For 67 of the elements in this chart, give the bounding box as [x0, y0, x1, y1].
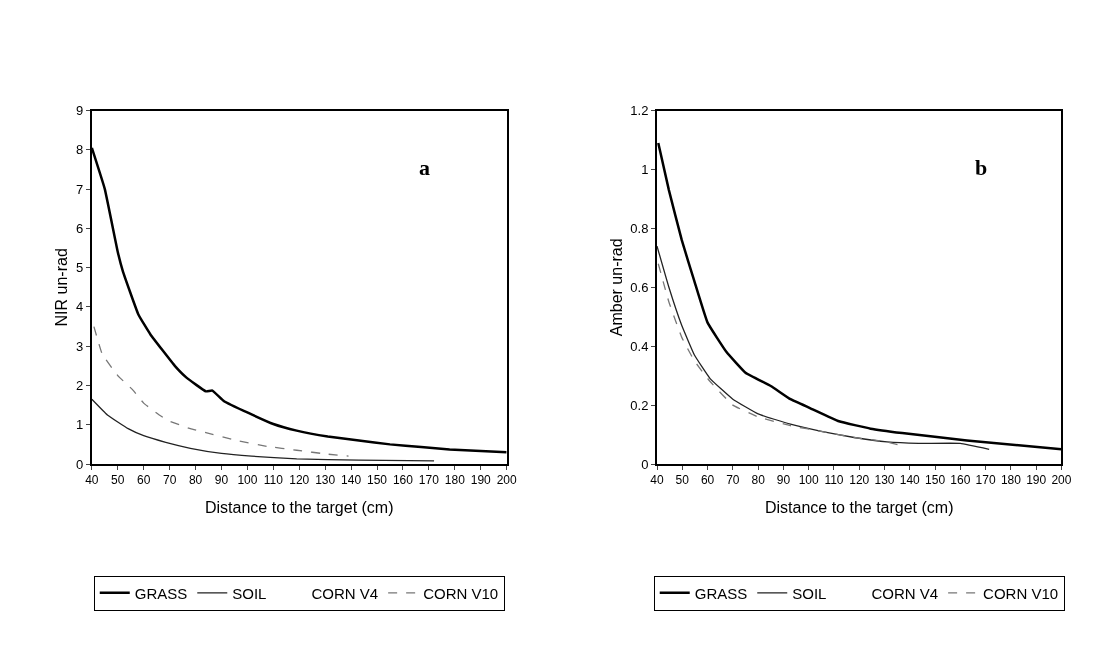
x-tick-label: 110 [824, 473, 844, 488]
legend-label: GRASS [694, 584, 748, 602]
x-tick-label: 130 [874, 473, 895, 488]
x-tick-label: 100 [237, 473, 258, 488]
x-tick-label: 60 [700, 473, 715, 488]
x-tick-label: 130 [315, 473, 336, 488]
x-tick-label: 200 [1051, 473, 1072, 488]
annotation: a [419, 155, 430, 180]
y-tick-label: 8 [76, 142, 84, 158]
legend-label: SOIL [792, 584, 827, 602]
y-tick-label: 5 [76, 260, 84, 276]
y-axis-title: NIR un-rad [53, 248, 71, 327]
x-tick-label: 90 [214, 473, 229, 488]
y-tick-label: 4 [76, 299, 84, 315]
y-tick-label: 1 [76, 417, 84, 433]
x-tick-label: 170 [975, 473, 996, 488]
x-tick-label: 70 [162, 473, 177, 488]
y-tick-label: 2 [76, 378, 84, 394]
x-tick-label: 50 [675, 473, 690, 488]
x-axis-title: Distance to the target (cm) [204, 498, 394, 516]
x-tick-label: 100 [798, 473, 820, 488]
legend-label: SOIL [232, 584, 267, 602]
y-axis-title: Amber un-rad [607, 238, 625, 337]
y-tick-label: 3 [76, 338, 84, 354]
x-tick-label: 160 [950, 473, 971, 488]
x-tick-label: 200 [496, 473, 517, 488]
x-tick-label: 140 [899, 473, 921, 488]
x-tick-label: 190 [1026, 473, 1047, 488]
x-tick-label: 80 [751, 473, 766, 488]
text: CORN V4 [871, 584, 939, 602]
y-tick-label: 0 [641, 456, 649, 472]
y-tick-label: 6 [76, 220, 84, 236]
x-tick-label: 120 [289, 473, 310, 488]
y-tick-label: 0 [76, 456, 84, 472]
annotation: b [975, 155, 988, 180]
x-tick-label: 60 [137, 473, 151, 488]
x-tick-label: 120 [849, 473, 870, 488]
y-tick-label: 0.2 [630, 397, 649, 413]
x-tick-label: 70 [726, 473, 740, 488]
x-tick-label: 40 [85, 473, 99, 488]
legend-label: CORN V10 [423, 584, 499, 602]
x-tick-label: 110 [263, 473, 284, 488]
line-series [91, 398, 435, 462]
x-tick-label: 180 [1000, 473, 1022, 488]
x-tick-label: 170 [418, 473, 440, 488]
y-tick-label: 0.8 [630, 220, 649, 236]
x-tick-label: 50 [111, 473, 125, 488]
y-tick-label: 1 [641, 162, 649, 178]
legend-label: GRASS [134, 584, 188, 602]
y-tick-label: 0.4 [630, 338, 649, 354]
x-tick-label: 90 [776, 473, 791, 488]
x-axis-title: Distance to the target (cm) [764, 498, 954, 516]
y-tick-label: 0.6 [630, 279, 649, 295]
x-tick-label: 40 [650, 473, 665, 488]
line-series [93, 325, 350, 457]
y-tick-label: 1.2 [630, 103, 649, 119]
x-tick-label: 140 [341, 473, 362, 488]
x-tick-label: 180 [444, 473, 466, 488]
x-tick-label: 160 [392, 473, 414, 488]
x-tick-label: 80 [188, 473, 203, 488]
x-tick-label: 150 [367, 473, 388, 488]
x-tick-label: 190 [470, 473, 492, 488]
y-tick-label: 7 [76, 181, 84, 197]
text: CORN V4 [311, 584, 379, 602]
y-tick-label: 9 [76, 103, 84, 119]
legend-label: CORN V10 [983, 584, 1059, 602]
x-tick-label: 150 [925, 473, 946, 488]
